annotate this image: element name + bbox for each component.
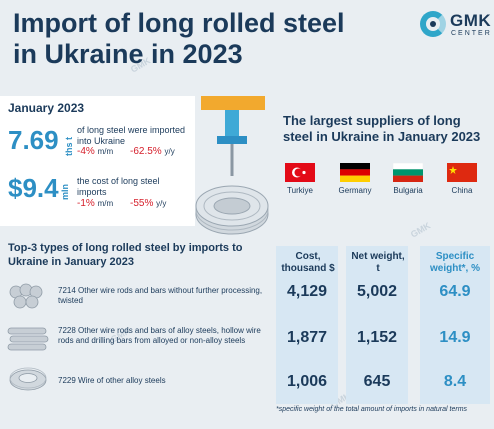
import-cost-value: $9.4 (8, 173, 59, 203)
germany-flag-icon (340, 163, 370, 182)
import-volume-yy: -62.5% y/y (130, 146, 175, 157)
row1-specific: 64.9 (439, 283, 471, 300)
import-volume-desc: of long steel were imported into Ukraine (77, 125, 186, 146)
bars-rods-icon (7, 327, 49, 351)
turkiye-flag-icon (285, 163, 315, 182)
wire-coil-icon (9, 367, 47, 391)
steel-coil-machine-icon (195, 96, 269, 235)
mm-label: m/m (97, 199, 114, 208)
january-heading: January 2023 (8, 101, 85, 115)
country-china: China (451, 186, 473, 195)
import-cost-yy: -55% y/y (130, 198, 166, 209)
yy-value: -55% (130, 198, 154, 209)
row3-specific: 8.4 (443, 373, 467, 390)
logo-ring-icon (420, 11, 446, 37)
china-flag-icon (447, 163, 477, 182)
row2-cost: 1,877 (286, 329, 328, 346)
page-title: Import of long rolled steel in Ukraine i… (13, 8, 345, 69)
yy-label: y/y (164, 147, 175, 156)
rebar-bundle-icon (9, 283, 43, 309)
weight-header: Net weight, t (351, 251, 405, 274)
top3-title: Top-3 types of long rolled steel by impo… (8, 242, 243, 268)
row2-specific: 14.9 (439, 329, 471, 346)
row3-weight: 645 (363, 373, 391, 390)
row3-desc: 7229 Wire of other alloy steels (58, 376, 166, 385)
row2-weight: 1,152 (356, 329, 398, 346)
country-turkiye: Turkiye (287, 186, 313, 195)
watermark: GMK (408, 220, 433, 240)
january-panel (0, 96, 195, 226)
import-cost-desc: the cost of long steel imports (77, 176, 160, 197)
yy-label: y/y (156, 199, 167, 208)
country-bulgaria: Bulgaria (393, 186, 423, 195)
import-cost-mm: -1% m/m (77, 198, 113, 209)
row1-desc: 7214 Other wire rods and bars without fu… (58, 286, 263, 305)
row3-cost: 1,006 (286, 373, 328, 390)
logo-text: GMK (450, 11, 492, 30)
mm-label: m/m (97, 147, 114, 156)
mm-value: -4% (77, 146, 95, 157)
bulgaria-flag-icon (393, 163, 423, 182)
gmk-logo: GMK CENTER (420, 8, 492, 44)
specific-column (420, 246, 490, 404)
specific-header: Specific weight*, % (429, 251, 480, 274)
row1-weight: 5,002 (356, 283, 398, 300)
mm-value: -1% (77, 198, 95, 209)
row2-desc: 7228 Other wire rods and bars of alloy s… (58, 326, 261, 345)
cost-header: Cost, thousand $ (281, 251, 335, 274)
import-cost-unit: mln (60, 183, 70, 200)
import-volume-mm: -4% m/m (77, 146, 113, 157)
country-germany: Germany (338, 186, 372, 195)
import-volume-value: 7.69 (8, 125, 59, 155)
cost-column (276, 246, 338, 404)
yy-value: -62.5% (130, 146, 162, 157)
footnote: *specific weight of the total amount of … (276, 406, 468, 413)
suppliers-title: The largest suppliers of long steel in U… (283, 113, 481, 144)
import-volume-unit: ths t (64, 137, 74, 156)
row1-cost: 4,129 (286, 283, 328, 300)
weight-column (346, 246, 408, 404)
logo-subtext: CENTER (451, 30, 492, 37)
